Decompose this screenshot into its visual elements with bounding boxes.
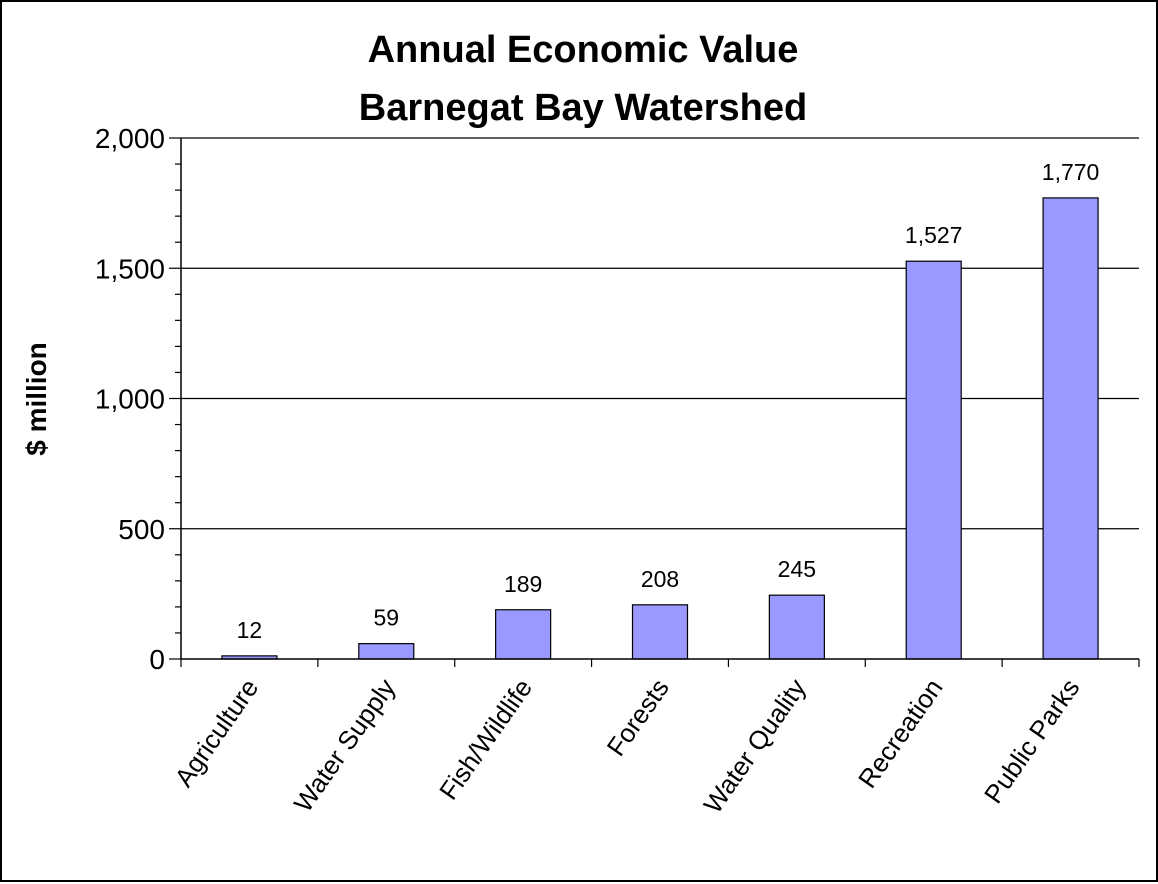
y-tick-label-3: 1,500 bbox=[95, 253, 165, 284]
x-tick-label-4: Water Quality bbox=[697, 673, 811, 818]
data-label-1: 59 bbox=[373, 605, 399, 631]
y-axis-label: $ million bbox=[21, 342, 52, 456]
bar-water-supply bbox=[358, 643, 415, 660]
y-tick-label-4: 2,000 bbox=[95, 123, 165, 154]
data-label-2: 189 bbox=[504, 571, 542, 597]
bars bbox=[221, 197, 1099, 660]
data-label-4: 245 bbox=[778, 556, 816, 582]
data-label-3: 208 bbox=[641, 566, 679, 592]
chart-title-line-1: Annual Economic Value bbox=[368, 29, 799, 71]
data-label-5: 1,527 bbox=[905, 222, 963, 248]
bar-fish-wildlife bbox=[495, 609, 552, 660]
y-tick-label-2: 1,000 bbox=[95, 384, 165, 415]
y-tick-label-1: 500 bbox=[118, 514, 165, 545]
x-tick-label-6: Public Parks bbox=[978, 673, 1085, 809]
chart-title-line-2: Barnegat Bay Watershed bbox=[359, 87, 807, 129]
bar-forests bbox=[631, 604, 689, 660]
y-tick-label-0: 0 bbox=[149, 644, 165, 675]
data-label-6: 1,770 bbox=[1042, 159, 1100, 185]
axes bbox=[169, 137, 1140, 667]
bar-public-parks bbox=[1042, 197, 1099, 660]
x-tick-label-0: Agriculture bbox=[168, 673, 264, 792]
bar-recreation bbox=[905, 260, 962, 660]
x-tick-label-3: Forests bbox=[601, 673, 675, 761]
x-tick-label-1: Water Supply bbox=[288, 673, 402, 817]
grid-lines bbox=[181, 137, 1139, 530]
x-tick-label-2: Fish/Wildlife bbox=[433, 673, 538, 805]
data-label-0: 12 bbox=[237, 617, 263, 643]
bar-water-quality bbox=[768, 594, 825, 660]
x-tick-label-5: Recreation bbox=[852, 673, 949, 793]
